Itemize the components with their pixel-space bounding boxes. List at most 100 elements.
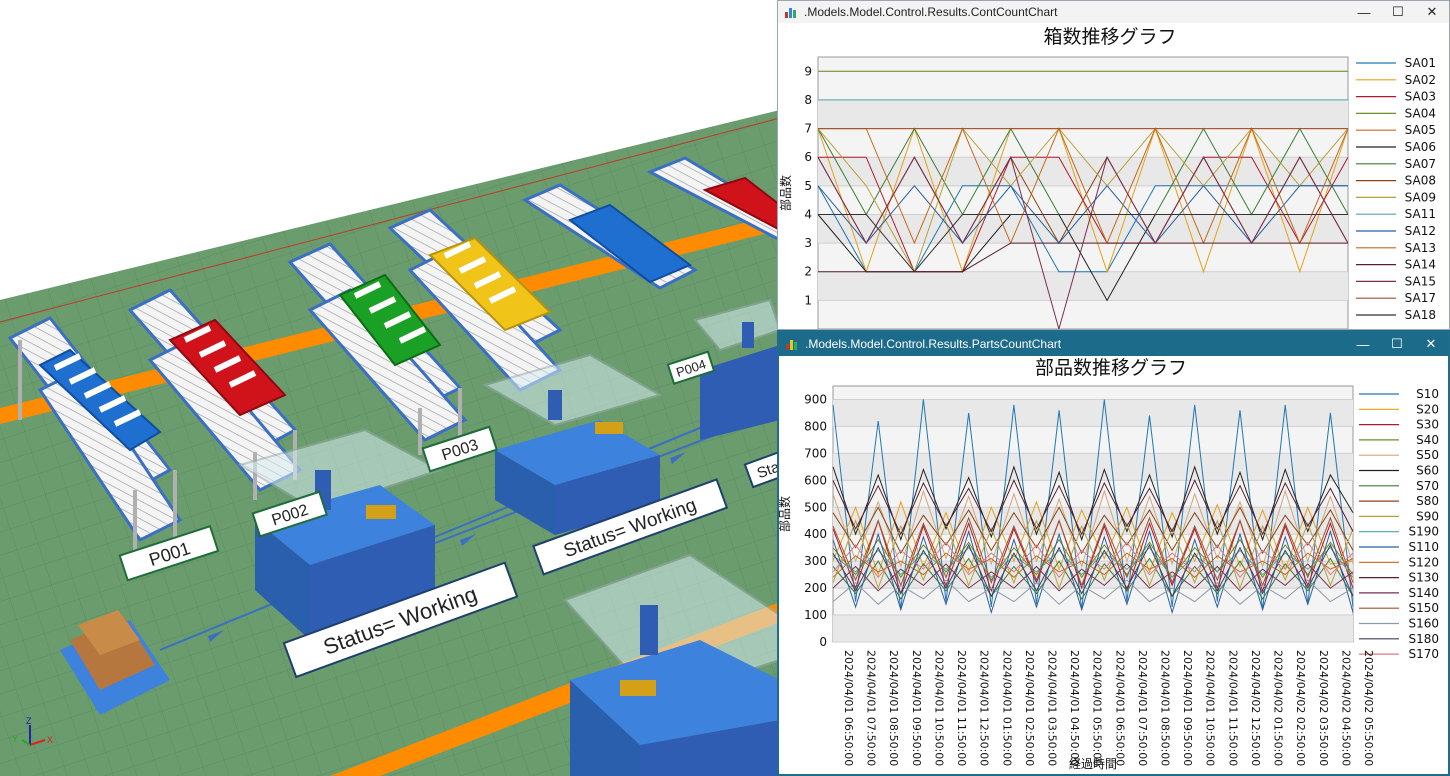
legend-label: SA02 xyxy=(1405,73,1436,87)
y-tick-label: 500 xyxy=(804,500,827,514)
x-tick-label: 2024/04/02 04:50:00 xyxy=(1339,650,1352,766)
legend-label: S60 xyxy=(1416,464,1439,478)
window-title: .Models.Model.Control.Results.PartsCount… xyxy=(805,337,1062,351)
close-button[interactable]: ✕ xyxy=(1426,4,1438,19)
work-station-3[interactable] xyxy=(693,298,782,440)
work-station-4[interactable] xyxy=(563,553,781,776)
flow-arrow xyxy=(460,534,476,546)
minimize-button[interactable]: — xyxy=(1356,336,1370,352)
maximize-button[interactable]: ☐ xyxy=(1392,4,1404,19)
work-station-2[interactable] xyxy=(482,353,663,535)
x-tick-label: 2024/04/02 03:50:00 xyxy=(1317,650,1330,766)
flow-arrow xyxy=(208,630,224,642)
window-titlebar[interactable]: .Models.Model.Control.Results.ContCountC… xyxy=(778,1,1449,23)
series-line-s150 xyxy=(832,516,1354,587)
y-tick-label: 2 xyxy=(804,265,812,279)
legend-label: SA09 xyxy=(1405,190,1436,204)
legend-label: S160 xyxy=(1408,617,1439,631)
window-titlebar[interactable]: .Models.Model.Control.Results.PartsCount… xyxy=(779,332,1448,356)
x-tick-label: 2024/04/01 09:50:00 xyxy=(910,650,923,766)
grid-band xyxy=(833,615,1353,642)
y-tick-label: 4 xyxy=(804,207,812,221)
legend-label: SA01 xyxy=(1405,56,1436,70)
series-line-sa09 xyxy=(817,127,1349,273)
box-count-chart: 箱数推移グラフ 1 2 3 4 5 6 7 8 9 部品数 SA01 SA02 SA03 SA04 SA05 S… xyxy=(778,26,1436,329)
legend-label: SA18 xyxy=(1405,308,1436,322)
maximize-button[interactable]: ☐ xyxy=(1391,336,1403,351)
legend-label: SA13 xyxy=(1405,241,1436,255)
y-axis-label: 部品数 xyxy=(779,496,792,532)
grid-band xyxy=(818,271,1348,301)
legend-label: S130 xyxy=(1408,571,1439,585)
chart-title: 箱数推移グラフ xyxy=(1043,26,1176,48)
x-tick-label: 2024/04/01 01:50:00 xyxy=(1000,650,1013,766)
storage-rack-p003[interactable] xyxy=(287,242,468,455)
chart-icon xyxy=(784,5,798,19)
parts-count-chart-window[interactable]: .Models.Model.Control.Results.PartsCount… xyxy=(777,330,1450,776)
x-tick-label: 2024/04/01 10:50:00 xyxy=(1204,650,1217,766)
legend-label: SA08 xyxy=(1405,174,1436,188)
legend-label: S20 xyxy=(1416,402,1439,416)
y-tick-label: 6 xyxy=(804,150,812,164)
x-tick-label: 2024/04/01 07:50:00 xyxy=(865,650,878,766)
x-tick-label: 2024/04/02 01:50:00 xyxy=(1272,650,1285,766)
x-tick-label: 2024/04/02 12:50:00 xyxy=(1249,650,1262,766)
series-line-s120 xyxy=(832,552,1354,578)
legend-label: SA07 xyxy=(1405,157,1436,171)
storage-rack-p002[interactable] xyxy=(127,288,303,500)
x-tick-label: 2024/04/01 07:50:00 xyxy=(1136,650,1149,766)
minimize-button[interactable]: — xyxy=(1357,4,1371,20)
close-button[interactable]: ✕ xyxy=(1425,336,1437,351)
grid-band xyxy=(833,399,1353,427)
y-tick-label: 7 xyxy=(804,122,812,136)
legend-label: S140 xyxy=(1408,586,1439,600)
storage-rack-p004[interactable] xyxy=(387,208,563,392)
y-tick-label: 8 xyxy=(804,93,812,107)
x-tick-label: 2024/04/01 08:50:00 xyxy=(887,650,900,766)
legend-label: S50 xyxy=(1416,448,1439,462)
y-tick-label: 100 xyxy=(804,608,827,622)
grid-band xyxy=(818,99,1348,129)
legend-label: S70 xyxy=(1416,479,1439,493)
legend-label: SA05 xyxy=(1405,123,1436,137)
legend-label: SA03 xyxy=(1405,90,1436,104)
legend-label: S40 xyxy=(1416,433,1439,447)
cont-count-chart-window[interactable]: .Models.Model.Control.Results.ContCountC… xyxy=(777,0,1450,330)
legend-label: S80 xyxy=(1416,494,1439,508)
series-line-s30 xyxy=(832,519,1354,596)
pallet-boxes[interactable] xyxy=(60,610,170,715)
legend-label: S90 xyxy=(1416,509,1439,523)
series-line-s130 xyxy=(832,479,1354,536)
x-tick-label: 2024/04/01 06:50:00 xyxy=(1113,650,1126,766)
grid-band xyxy=(833,453,1353,481)
legend-label: S110 xyxy=(1408,540,1439,554)
storage-rack-p001[interactable] xyxy=(7,316,183,560)
floor-edge-line xyxy=(0,117,781,323)
x-tick-label: 2024/04/01 02:50:00 xyxy=(1023,650,1036,766)
axis-x-label: X xyxy=(47,735,53,745)
legend-label: S180 xyxy=(1408,632,1439,646)
axis-z-label: Z xyxy=(26,716,32,726)
x-tick-label: 2024/04/01 11:50:00 xyxy=(1226,650,1239,766)
flow-arrow xyxy=(670,452,686,464)
x-tick-label: 2024/04/02 02:50:00 xyxy=(1294,650,1307,766)
x-tick-label: 2024/04/01 04:50:00 xyxy=(1068,650,1081,766)
x-tick-label: 2024/04/01 03:50:00 xyxy=(1045,650,1058,766)
legend-label: SA04 xyxy=(1405,106,1436,120)
legend-label: S170 xyxy=(1408,647,1439,661)
y-tick-label: 600 xyxy=(804,473,827,487)
axis-gizmo: X Z Y xyxy=(12,716,53,746)
series-line-s160 xyxy=(832,579,1354,605)
work-station-1[interactable] xyxy=(237,428,443,640)
y-tick-label: 800 xyxy=(804,419,827,433)
y-tick-label: 3 xyxy=(804,236,812,250)
x-tick-label: 2024/04/01 09:50:00 xyxy=(1181,650,1194,766)
y-tick-label: 900 xyxy=(804,392,827,406)
x-tick-label: 2024/04/01 10:50:00 xyxy=(932,650,945,766)
x-axis-label: 経過時間 xyxy=(1069,757,1117,771)
series-line-s140 xyxy=(832,563,1354,592)
legend-label: SA15 xyxy=(1405,274,1436,288)
storage-rack-blue[interactable] xyxy=(521,183,699,290)
grid-band xyxy=(818,157,1348,186)
